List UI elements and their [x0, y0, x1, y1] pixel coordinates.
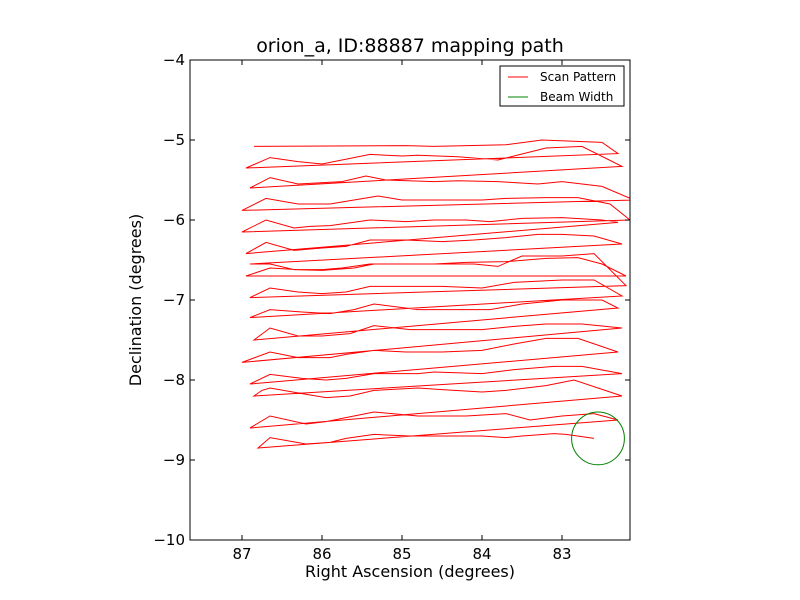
x-tick-label: 86: [312, 545, 331, 563]
y-tick-label: −7: [163, 291, 185, 309]
y-tick-label: −8: [163, 371, 185, 389]
x-tick-label: 83: [552, 545, 571, 563]
chart-title: orion_a, ID:88887 mapping path: [256, 35, 564, 57]
y-tick-label: −4: [163, 51, 185, 69]
legend: Scan Pattern Beam Width: [499, 65, 625, 107]
legend-label-beam-width: Beam Width: [540, 90, 613, 104]
x-axis-label: Right Ascension (degrees): [305, 562, 515, 581]
x-tick-label: 84: [472, 545, 491, 563]
scan-pattern-line: [241, 139, 630, 449]
tick-layer: 87 86 85 84 83 −4 −5 −6 −7 −8 −9 −10: [153, 51, 630, 563]
series-layer: [241, 139, 630, 466]
x-tick-label: 87: [232, 545, 251, 563]
x-tick-label: 85: [392, 545, 411, 563]
legend-box: [499, 65, 625, 107]
beam-width-circle: [571, 411, 625, 466]
y-axis-label: Declination (degrees): [126, 214, 145, 386]
legend-label-scan-pattern: Scan Pattern: [540, 70, 616, 84]
y-tick-label: −9: [163, 451, 185, 469]
y-tick-label: −5: [163, 131, 185, 149]
y-tick-label: −10: [153, 531, 185, 549]
y-tick-label: −6: [163, 211, 185, 229]
